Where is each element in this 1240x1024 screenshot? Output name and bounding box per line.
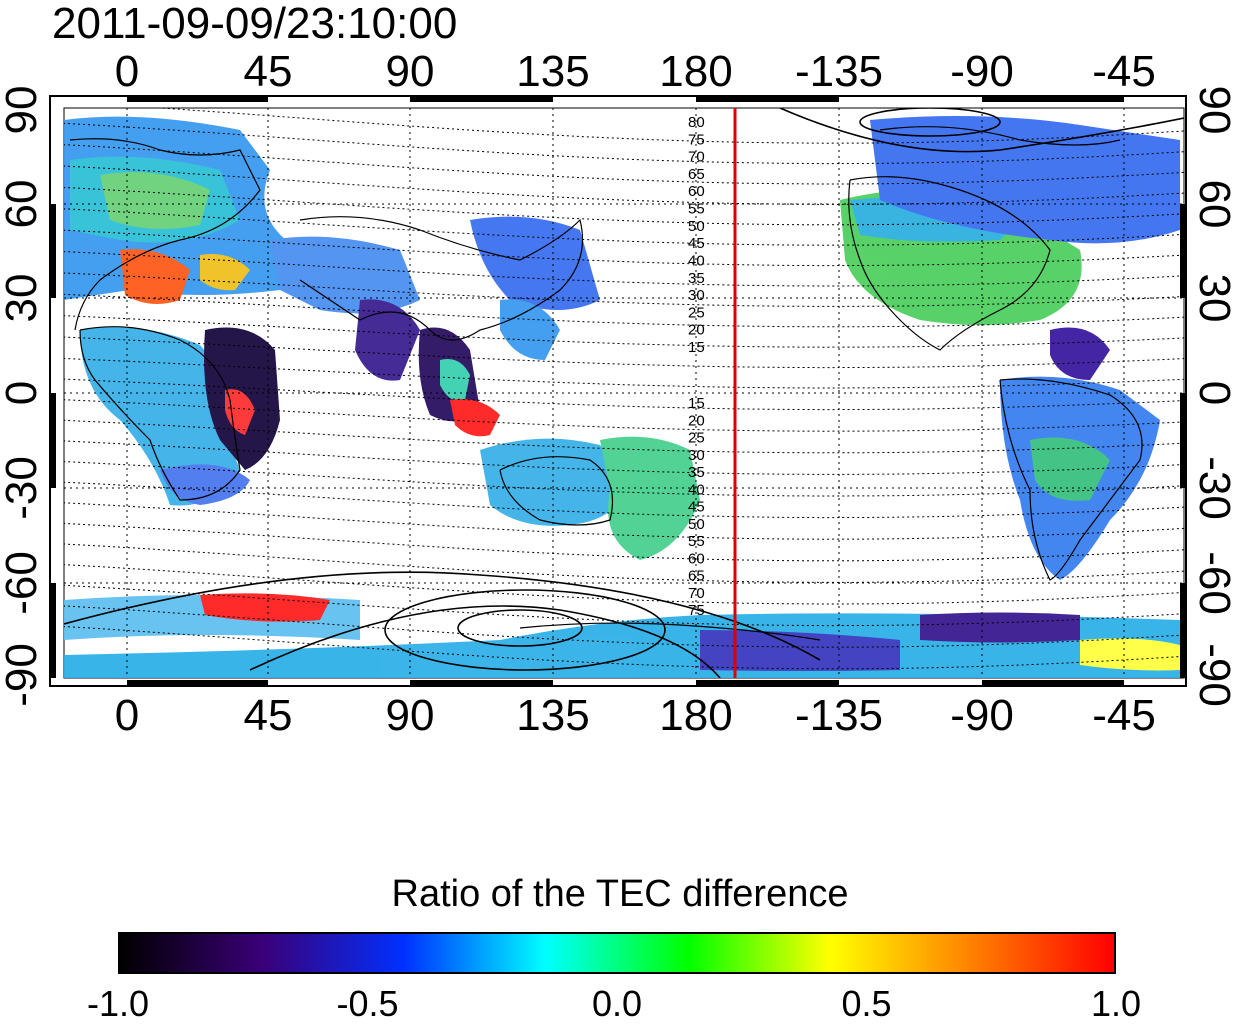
top-lon-label: -45 (1092, 47, 1156, 96)
contour-line (64, 502, 1184, 540)
south-contour-label: 25 (688, 430, 705, 447)
south-contour-label: 65 (688, 568, 705, 585)
right-lat-label: -30 (1190, 456, 1239, 520)
contour-line (64, 399, 1184, 432)
north-contour-label: 60 (688, 183, 705, 200)
left-lat-label: 60 (0, 180, 46, 229)
top-lon-label: 45 (244, 47, 293, 96)
south-contour-label: 30 (688, 447, 705, 464)
north-contour-label: 35 (688, 270, 705, 287)
axis-tick-strips (51, 97, 1185, 685)
north-contour-label: 50 (688, 218, 705, 235)
north-contour-label: 70 (688, 149, 705, 166)
top-lon-label: 0 (115, 47, 139, 96)
north-contour-label: 65 (688, 166, 705, 183)
left-lat-label: 90 (0, 86, 46, 135)
left-lat-label: 30 (0, 274, 46, 323)
right-lat-label: 30 (1190, 274, 1239, 323)
south-contour-label: 40 (688, 481, 705, 498)
south-contour-label: 20 (688, 412, 705, 429)
left-lat-label: -90 (0, 643, 46, 707)
colorbar-tick-label: -0.5 (336, 983, 399, 1024)
bottom-lon-label: 0 (115, 691, 139, 740)
left-lat-label: -30 (0, 456, 46, 520)
colorbar (118, 932, 1116, 974)
south-contour-label: 75 (688, 602, 705, 619)
south-contour-label: 50 (688, 516, 705, 533)
top-lon-label: -90 (950, 47, 1014, 96)
north-contour-label: 30 (688, 287, 705, 304)
south-contour-label: 45 (688, 499, 705, 516)
bottom-lon-label: 135 (516, 691, 589, 740)
graticule (64, 108, 1184, 678)
right-lat-label: 90 (1190, 86, 1239, 135)
bottom-lon-label: -90 (950, 691, 1014, 740)
right-lat-label: 0 (1190, 381, 1239, 405)
top-lon-label: 180 (659, 47, 732, 96)
north-contour-label: 75 (688, 131, 705, 148)
right-lat-label: -60 (1190, 551, 1239, 615)
top-lon-label: 135 (516, 47, 589, 96)
north-contour-label: 40 (688, 252, 705, 269)
bottom-lon-label: -45 (1092, 691, 1156, 740)
left-lat-label: -60 (0, 551, 46, 615)
south-contour-label: 55 (688, 533, 705, 550)
north-contour-label: 55 (688, 201, 705, 218)
bottom-lon-label: 90 (386, 691, 435, 740)
north-contour-label: 15 (688, 339, 705, 356)
contour-line (64, 229, 1184, 267)
north-contour-label: 25 (688, 304, 705, 321)
contour-line (64, 293, 1184, 328)
map-timestamp: 2011-09-09/23:10:00 (52, 0, 458, 48)
contour-line (64, 208, 1184, 246)
contour-line (64, 543, 1184, 583)
auroral-ovals (64, 108, 1184, 678)
contour-line (64, 272, 1184, 307)
north-contour-label: 20 (688, 322, 705, 339)
colorbar-tick-label: -1.0 (86, 983, 150, 1024)
contour-line (64, 357, 1184, 389)
left-latitude-labels: 90 60 30 0 -30 -60 -90 (0, 86, 46, 707)
top-lon-label: 90 (386, 47, 435, 96)
contour-line (64, 315, 1184, 348)
contour-line (64, 440, 1184, 475)
right-lat-label: 60 (1190, 180, 1239, 229)
bottom-lon-label: 45 (244, 691, 293, 740)
contour-line (64, 336, 1184, 369)
magnetic-contours (64, 108, 1184, 670)
colorbar-title: Ratio of the TEC difference (391, 873, 849, 915)
coastlines (69, 126, 1143, 641)
bottom-lon-label: -135 (795, 691, 883, 740)
top-longitude-labels: 0 45 90 135 180 -135 -90 -45 (115, 47, 1156, 96)
contour-line (64, 186, 1184, 226)
contour-line (64, 378, 1184, 411)
top-lon-label: -135 (795, 47, 883, 96)
contour-line (64, 522, 1184, 562)
south-contour-label: 60 (688, 550, 705, 567)
contour-line (64, 165, 1184, 205)
contour-line (64, 481, 1184, 519)
right-latitude-labels: 90 60 30 0 -30 -60 -90 (1190, 86, 1239, 707)
colorbar-tick-label: 1.0 (1090, 983, 1142, 1024)
bottom-lon-label: 180 (659, 691, 732, 740)
south-contour-label: 70 (688, 585, 705, 602)
north-contour-label: 80 (688, 114, 705, 131)
south-contour-label: 35 (688, 464, 705, 481)
right-lat-label: -90 (1190, 643, 1239, 707)
colorbar-tick-label: 0.5 (841, 983, 892, 1024)
contour-line (64, 461, 1184, 497)
north-contour-label: 45 (688, 235, 705, 252)
bottom-longitude-labels: 0 45 90 135 180 -135 -90 -45 (115, 691, 1156, 740)
south-contour-label: 15 (688, 395, 705, 412)
colorbar-tick-label: 0.0 (591, 983, 643, 1024)
left-lat-label: 0 (0, 381, 46, 405)
contour-line (64, 419, 1184, 454)
contour-line (64, 251, 1184, 287)
